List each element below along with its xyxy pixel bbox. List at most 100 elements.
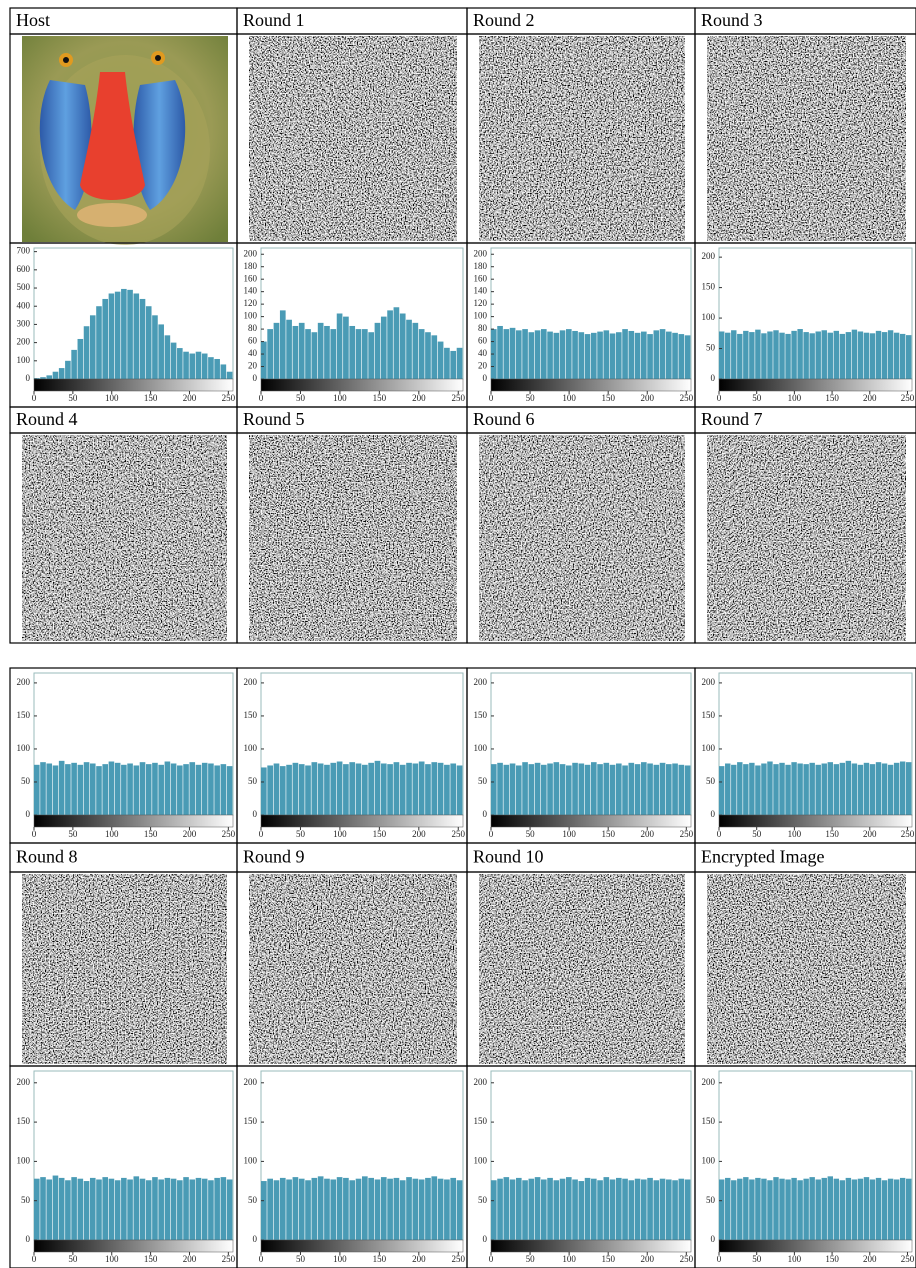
bar [654,1180,660,1240]
bar [349,762,355,815]
bar [450,1178,456,1240]
bar [261,767,267,815]
bar [641,1179,647,1240]
bar [450,763,456,815]
y-tick-label: 40 [248,348,258,358]
bar [566,1177,572,1240]
x-tick-label: 150 [144,829,158,839]
bar [177,765,183,815]
bar [629,1180,635,1240]
y-tick-label: 120 [474,298,488,308]
bar [597,1180,603,1240]
bar [858,331,863,379]
y-tick-label: 50 [478,1195,488,1205]
bar [535,1177,541,1240]
bar [529,332,535,379]
bar [647,1178,653,1240]
x-tick-label: 200 [641,393,655,403]
bar [870,1179,875,1240]
bar [522,1180,528,1240]
bar [221,764,227,815]
bar [330,329,336,379]
x-tick-label: 150 [373,1254,387,1264]
y-tick-label: 100 [244,1155,258,1165]
bar [413,763,419,815]
bar [731,1180,736,1240]
bar [362,1176,368,1240]
bar [324,1179,330,1240]
bar [828,1176,833,1240]
bar [127,763,133,815]
bar [516,765,522,815]
y-tick-label: 200 [17,677,31,687]
bar [109,293,115,379]
bar [438,1179,444,1240]
bar [840,1180,845,1240]
y-tick-label: 400 [17,300,31,310]
bar [59,1178,65,1240]
bar [846,761,851,815]
bar [152,1177,158,1240]
bar [585,334,591,379]
bar [685,765,691,815]
y-tick-label: 100 [17,1155,31,1165]
x-tick-label: 150 [144,1254,158,1264]
bar [53,765,59,815]
bar [737,1179,742,1240]
bar [560,330,566,379]
bar [286,320,292,379]
bar [828,333,833,379]
bar [221,364,227,379]
bar [90,763,96,815]
bar [299,1179,305,1240]
x-tick-label: 250 [680,1254,694,1264]
bar [597,332,603,379]
bar [743,331,748,379]
bar [529,764,535,815]
bar [597,764,603,815]
colorbar [34,379,233,391]
bar [324,326,330,379]
bar [208,357,214,379]
bar [368,1178,374,1240]
bar [719,1179,724,1240]
bar [375,1179,381,1240]
x-tick-label: 150 [373,829,387,839]
bar [387,1179,393,1240]
bar [419,329,425,379]
bar [425,764,431,815]
bar [189,762,195,815]
noise-image [249,435,457,641]
y-tick-label: 600 [17,264,31,274]
x-tick-label: 50 [752,1254,762,1264]
bar [647,763,653,815]
colorbar [719,1240,912,1252]
y-tick-label: 150 [702,282,716,292]
bar [660,1179,666,1240]
x-tick-label: 50 [296,1254,306,1264]
bar [312,1178,318,1240]
colorbar [719,379,912,391]
y-tick-label: 160 [244,273,258,283]
x-tick-label: 50 [752,393,762,403]
bar [888,330,893,379]
bar [261,342,267,379]
bar [368,332,374,379]
bar [324,765,330,815]
bar [381,1177,387,1240]
bar [134,293,140,379]
bar [214,1178,220,1240]
bar [330,1179,336,1240]
panel-label: Round 4 [16,409,78,429]
bar [146,1180,152,1240]
bar [84,762,90,815]
bar [312,332,318,379]
bar [196,765,202,815]
bar [227,766,233,815]
bar [585,765,591,815]
bar [761,763,766,815]
bar [629,763,635,815]
bar [894,1179,899,1240]
bar [535,763,541,815]
bar [870,333,875,379]
